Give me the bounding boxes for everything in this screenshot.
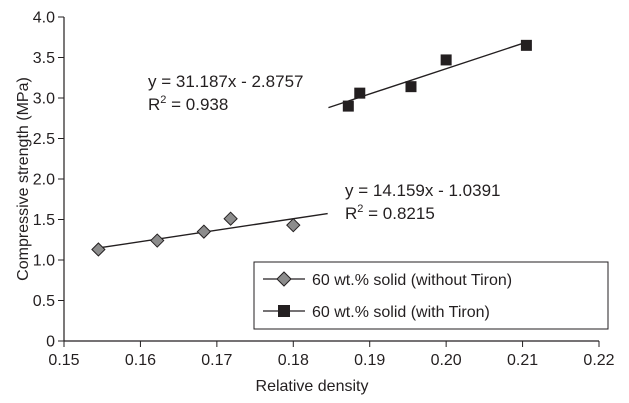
x-tick-label: 0.19 [354,352,385,369]
square-point [440,54,452,66]
square-point [342,100,354,112]
equation-without-tiron: y = 14.159x - 1.0391 [345,181,500,200]
x-tick-label: 0.18 [278,352,309,369]
r2-with-tiron: R2 = 0.938 [148,94,228,114]
square-point [405,81,417,93]
legend-label-with-tiron: 60 wt.% solid (with Tiron) [312,304,490,321]
legend-box [253,261,609,330]
r2-without-tiron: R2 = 0.8215 [345,203,435,223]
x-tick-label: 0.21 [507,352,538,369]
diamond-point [150,233,165,248]
square-point [520,39,532,51]
diamond-point [196,224,212,239]
y-tick-label: 1.5 [33,212,55,229]
x-axis-label: Relative density [256,378,369,395]
y-axis-label: Compressive strength (MPa) [15,77,32,281]
legend: 60 wt.% solid (without Tiron) 60 wt.% so… [253,261,609,330]
trendline-without-tiron [98,212,328,249]
equation-with-tiron: y = 31.187x - 2.8757 [148,72,303,91]
y-tick-label: 3.0 [33,91,55,108]
data-points [91,39,532,257]
diamond-point [286,217,301,233]
square-point [354,87,366,99]
y-tick-label: 4.0 [33,10,55,27]
x-tick-label: 0.20 [431,352,462,369]
x-tick-label: 0.17 [201,352,232,369]
y-tick-label: 0 [46,334,55,351]
y-tick-label: 1.0 [33,253,55,270]
y-tick-label: 3.5 [33,50,55,67]
legend-label-without-tiron: 60 wt.% solid (without Tiron) [312,272,512,289]
x-tick-label: 0.22 [583,352,614,369]
x-tick-label: 0.15 [48,352,79,369]
diamond-point [91,242,106,257]
legend-marker-diamond [276,271,292,287]
y-tick-label: 2.0 [33,172,55,189]
y-axis-ticks: 0 0.5 1.0 1.5 2.0 2.5 3.0 3.5 4.0 [33,10,64,351]
y-tick-label: 2.5 [33,131,55,148]
x-axis-ticks: 0.15 0.16 0.17 0.18 0.19 0.20 0.21 0.22 [48,341,615,369]
x-tick-label: 0.16 [125,352,156,369]
y-tick-label: 0.5 [33,293,55,310]
legend-marker-square [278,305,290,317]
diamond-point [223,211,238,226]
